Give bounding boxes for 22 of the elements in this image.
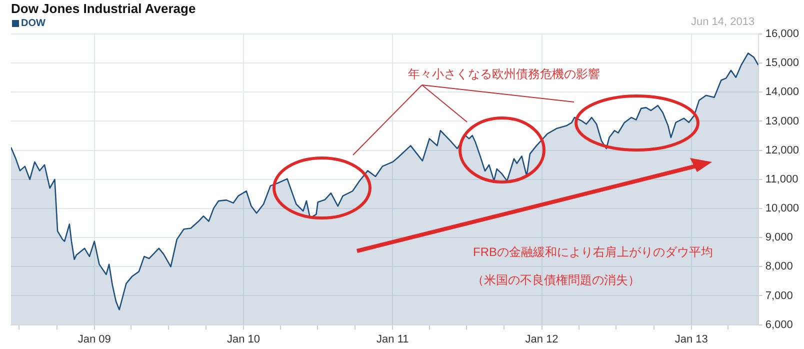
x-tick-label: Jan 09	[78, 333, 111, 346]
y-tick-label: 13,000	[765, 115, 800, 128]
y-tick-label: 7,000	[765, 290, 793, 302]
annotation: 年々小さくなる欧州債務危機の影響	[408, 66, 600, 83]
y-tick-label: 6,000	[765, 318, 793, 331]
y-tick-label: 16,000	[765, 28, 800, 40]
x-tick-label: Jan 13	[674, 333, 708, 346]
y-tick-label: 12,000	[765, 144, 800, 156]
y-tick-label: 14,000	[765, 86, 800, 98]
x-tick-label: Jan 11	[376, 333, 409, 346]
text: Jun 14, 2013	[691, 16, 755, 28]
chart-title: Dow Jones Industrial Average	[11, 1, 196, 16]
y-tick-label: 9,000	[765, 232, 793, 244]
annotation: （米国の不良債権問題の消失）	[472, 272, 640, 289]
annotation: FRBの金融緩和により右肩上がりのダウ平均	[473, 244, 713, 261]
legend-label: DOW	[21, 18, 46, 29]
y-tick-label: 11,000	[765, 173, 798, 186]
y-tick-label: 10,000	[765, 202, 800, 215]
x-tick-label: Jan 10	[226, 333, 260, 346]
x-tick-label: Jan 12	[525, 333, 558, 346]
y-tick-label: 15,000	[765, 57, 800, 70]
y-tick-label: 8,000	[765, 260, 793, 273]
